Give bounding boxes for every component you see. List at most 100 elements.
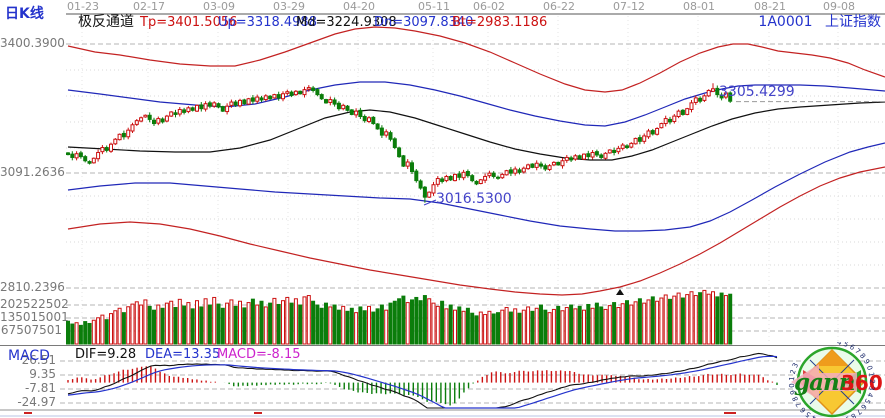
volume-bar [285, 296, 290, 345]
low-price-annotation: 3016.5300 [436, 191, 512, 207]
volume-bar [530, 310, 535, 345]
volume-bar [698, 292, 703, 345]
volume-bar [164, 302, 169, 345]
candle-body [250, 97, 255, 102]
volume-bar [500, 309, 505, 345]
macd-axis-label: 26.51 [21, 353, 56, 367]
candle-body [513, 168, 518, 174]
candle-body [478, 179, 483, 184]
volume-bar [526, 306, 531, 345]
volume-bar [139, 304, 144, 345]
param-up-label: Up=3318.4988 [218, 15, 317, 30]
candle-body [156, 118, 161, 124]
candle-body [315, 89, 320, 96]
candle-body [109, 143, 113, 152]
volume-bar [612, 302, 617, 345]
candle-body [259, 97, 264, 101]
volume-bar [315, 304, 320, 345]
volume-bar [715, 296, 720, 345]
logo-number: 360 [841, 371, 883, 395]
candle-body [521, 167, 526, 173]
logo-arrow [791, 364, 857, 400]
candle-body [685, 108, 690, 115]
candle-body [650, 130, 655, 135]
volume-bar [521, 309, 526, 345]
volume-bar [693, 295, 698, 345]
volume-bar [504, 307, 509, 345]
date-label: 01-23 [67, 0, 99, 13]
volume-bar [427, 298, 432, 345]
candle-body [173, 112, 178, 115]
volume-bar [341, 305, 346, 345]
candle-body [487, 172, 492, 177]
candle-body [87, 161, 92, 164]
candle-body [375, 123, 380, 130]
volume-bar [66, 320, 70, 345]
candle-body [126, 129, 131, 138]
volume-bar [625, 300, 629, 345]
volume-axis-label: 202522502 [0, 297, 69, 311]
candle-body [328, 99, 333, 103]
candle-body [91, 157, 96, 164]
candle-body [238, 99, 242, 107]
volume-bar [169, 300, 174, 345]
volume-bar [70, 323, 75, 345]
candle-body [470, 175, 475, 182]
candle-body [177, 108, 182, 115]
volume-bar [517, 312, 522, 345]
indicator-name-label: 极反通道 [78, 14, 134, 30]
low-annotation-pointer [423, 199, 437, 206]
candle-body [431, 184, 436, 194]
candle-body [319, 94, 324, 100]
volume-bar [332, 304, 337, 345]
volume-bar [676, 292, 681, 345]
volume-bar [564, 307, 569, 345]
macd-axis-label: 9.35 [29, 367, 56, 381]
candle-body [676, 110, 681, 118]
macd-axis-label: -24.97 [17, 395, 56, 409]
volume-bar [349, 307, 354, 345]
candle-body [418, 180, 423, 189]
candle-body [680, 109, 685, 115]
volume-bar [91, 319, 96, 345]
candle-body [212, 102, 217, 107]
param-dn-label: Dn=3097.8340 [374, 15, 474, 30]
volume-bar [298, 304, 303, 345]
volume-bar [83, 321, 88, 345]
candle-body [723, 92, 728, 98]
volume-bar [78, 324, 83, 345]
price-axis-label: 3400.3900 [0, 36, 65, 50]
volume-bar [190, 308, 195, 345]
volume-bar [508, 311, 513, 345]
volume-bar [444, 308, 449, 345]
volume-bar [289, 302, 294, 345]
candle-body [440, 178, 445, 182]
candle-body [130, 124, 135, 132]
candle-body [147, 114, 152, 120]
volume-bar [440, 300, 445, 345]
volume-bar [293, 298, 298, 345]
candle-body [104, 147, 109, 151]
candle-body [706, 89, 711, 97]
volume-bar [672, 295, 677, 345]
candle-body [134, 120, 139, 125]
macd-axis-label: -7.81 [24, 381, 56, 395]
candle-body [143, 114, 148, 118]
volume-bar [336, 309, 341, 345]
volume-bar [100, 314, 105, 345]
candle-body [715, 87, 720, 96]
candle-body [289, 91, 294, 96]
volume-bar [143, 299, 148, 345]
volume-bar [160, 307, 165, 345]
candle-body [367, 117, 371, 122]
channel-line-md [67, 101, 885, 161]
param-md-label: Md=3224.9308 [296, 15, 397, 30]
macd-dea-line [67, 355, 778, 409]
high-price-annotation: 3305.4299 [719, 84, 795, 100]
candle-body [711, 88, 715, 92]
candle-body [616, 147, 621, 153]
candle-body [625, 145, 629, 149]
volume-bar [96, 317, 101, 345]
candle-body [461, 171, 466, 179]
